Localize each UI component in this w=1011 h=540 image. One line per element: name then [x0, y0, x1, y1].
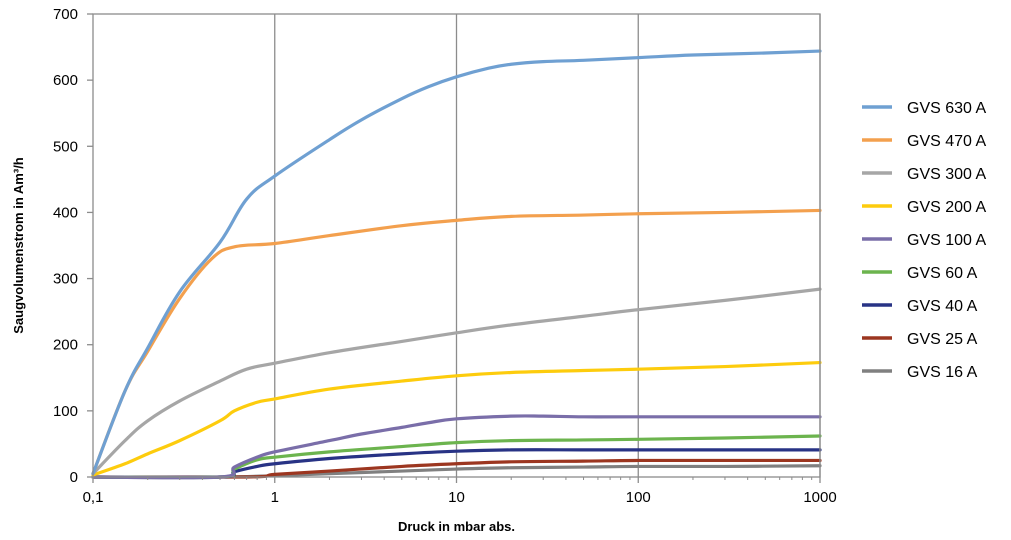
legend-label: GVS 25 A — [907, 331, 978, 348]
series-line-gvs-470-a — [91, 208, 822, 476]
legend-item-gvs-200-a: GVS 200 A — [862, 199, 986, 216]
y-tick-label: 200 — [53, 337, 78, 354]
y-tick-label: 600 — [53, 72, 78, 89]
plot-frame — [92, 13, 821, 478]
legend-item-gvs-40-a: GVS 40 A — [862, 298, 978, 315]
y-tick-label: 0 — [70, 469, 78, 486]
legend-item-gvs-100-a: GVS 100 A — [862, 232, 986, 249]
legend-item-gvs-470-a: GVS 470 A — [862, 133, 986, 150]
series-line-gvs-630-a — [91, 49, 822, 476]
x-tick-label: 0,1 — [83, 489, 104, 506]
y-tick-label: 400 — [53, 204, 78, 221]
legend-item-gvs-60-a: GVS 60 A — [862, 265, 978, 282]
series-line-gvs-100-a — [91, 414, 822, 480]
legend-item-gvs-630-a: GVS 630 A — [862, 100, 986, 117]
x-axis-title: Druck in mbar abs. — [398, 519, 515, 534]
series-line-gvs-200-a — [91, 360, 822, 477]
legend-label: GVS 40 A — [907, 298, 978, 315]
axes — [87, 13, 821, 483]
x-tick-label: 10 — [448, 489, 465, 506]
x-tick-label: 1 — [271, 489, 279, 506]
tick-labels: 0,1 1 10 100 1000 0 100 200 300 400 500 600 700 — [53, 6, 837, 506]
y-tick-label: 700 — [53, 6, 78, 23]
y-axis-title: Saugvolumenstrom in Am³/h — [11, 157, 26, 334]
x-tick-label: 1000 — [803, 489, 836, 506]
legend-label: GVS 100 A — [907, 232, 986, 249]
legend-label: GVS 60 A — [907, 265, 978, 282]
y-tick-label: 300 — [53, 271, 78, 288]
gridlines — [274, 14, 821, 477]
legend-item-gvs-25-a: GVS 25 A — [862, 331, 978, 348]
x-tick-label: 100 — [626, 489, 651, 506]
legend-label: GVS 300 A — [907, 166, 986, 183]
series-line-gvs-300-a — [91, 287, 822, 476]
y-tick-label: 100 — [53, 403, 78, 420]
y-tick-label: 500 — [53, 138, 78, 155]
legend: GVS 630 A GVS 470 A GVS 300 A GVS 200 A GVS … — [862, 100, 986, 381]
legend-label: GVS 470 A — [907, 133, 986, 150]
legend-item-gvs-300-a: GVS 300 A — [862, 166, 986, 183]
legend-label: GVS 200 A — [907, 199, 986, 216]
legend-label: GVS 630 A — [907, 100, 986, 117]
legend-item-gvs-16-a: GVS 16 A — [862, 364, 978, 381]
legend-label: GVS 16 A — [907, 364, 978, 381]
